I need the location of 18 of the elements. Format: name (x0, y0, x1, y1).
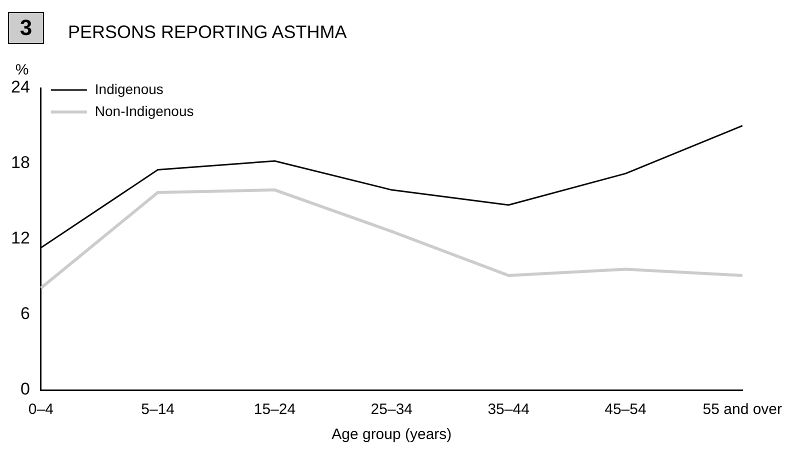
x-tick-label: 0–4 (28, 401, 54, 418)
y-tick-label: 12 (10, 228, 30, 248)
y-tick-label: 0 (20, 380, 30, 399)
x-tick-label: 35–44 (488, 401, 530, 418)
x-tick-label: 55 and over (702, 401, 782, 418)
chart-title: PERSONS REPORTING ASTHMA (68, 22, 347, 42)
legend-label: Indigenous (94, 80, 164, 97)
text: 3 (8, 12, 44, 44)
y-tick-label: 6 (20, 304, 30, 324)
y-axis-title: % (15, 62, 29, 79)
x-tick-label: 45–54 (604, 401, 646, 418)
x-tick-label: 5–14 (141, 401, 175, 418)
y-tick-label: 18 (10, 153, 30, 172)
legend-label: Non-Indigenous (94, 102, 194, 119)
x-tick-label: 15–24 (254, 401, 296, 418)
x-axis-title: Age group (years) (332, 426, 452, 444)
y-tick-label: 24 (10, 78, 30, 97)
x-tick-label: 25–34 (370, 401, 413, 418)
